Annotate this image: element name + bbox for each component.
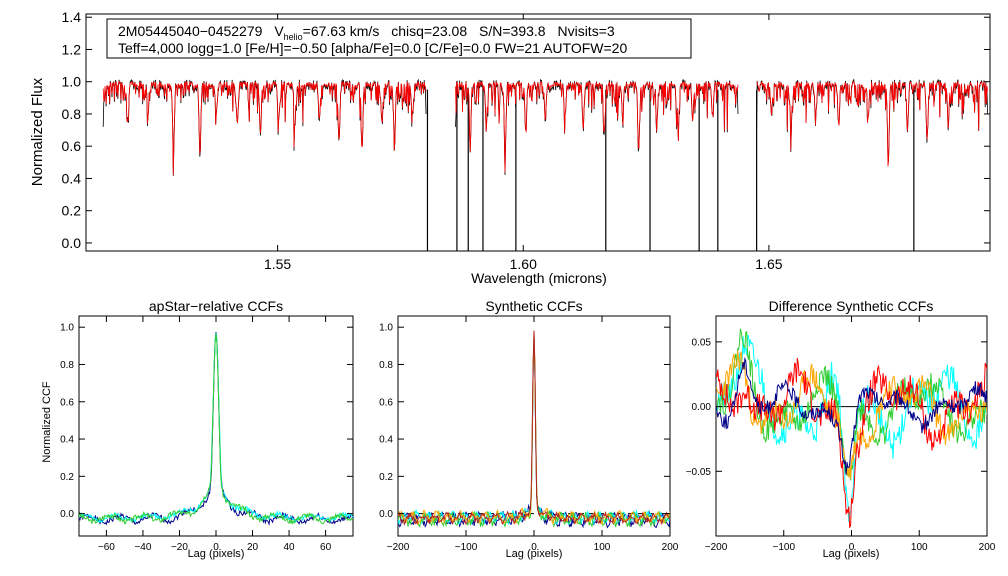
model-spectrum-line	[102, 80, 427, 175]
synthetic-ccf-xlabel: Lag (pixels)	[506, 548, 563, 560]
y-tick-label: 0.2	[62, 203, 82, 219]
x-tick-label: 0	[213, 542, 219, 553]
x-tick-label: −60	[98, 542, 115, 553]
x-tick-label: 20	[247, 542, 259, 553]
x-tick-label: 0	[531, 542, 537, 553]
y-tick-label: 0.8	[379, 360, 393, 371]
y-tick-label: 1.0	[60, 323, 74, 334]
annotation-frame	[106, 18, 692, 59]
difference-ccf-panel: Difference Synthetic CCFs −200 −100 0 100 20…	[686, 298, 996, 560]
ccf-series-line	[398, 332, 670, 526]
y-tick-label: 0.6	[62, 138, 82, 154]
y-tick-label: 0.8	[62, 106, 82, 122]
y-tick-label: 1.0	[62, 74, 82, 90]
y-tick-label: 0.2	[379, 472, 393, 483]
x-tick-label: 40	[284, 542, 296, 553]
y-tick-label: 0.00	[692, 402, 712, 413]
y-tick-label: 0.05	[692, 337, 712, 348]
ccf-series-line	[79, 332, 353, 526]
y-tick-label: 0.6	[379, 397, 393, 408]
spectrum-series	[102, 78, 988, 251]
spectrum-xlabel: Wavelength (microns)	[471, 270, 607, 286]
y-tick-label: 1.2	[62, 41, 82, 57]
vhelio-value: =67.63 km/s	[303, 23, 380, 39]
x-tick-label: 1.65	[755, 256, 782, 272]
spectrum-axes: 1.55 1.60 1.65 0.0 0.2 0.4 0.6 0.8 1.0 1.2 1.4	[62, 9, 990, 272]
apstar-ccf-series	[79, 332, 353, 526]
ccf-series-line	[716, 335, 987, 523]
spectrum-panel: 1.55 1.60 1.65 0.0 0.2 0.4 0.6 0.8 1.0 1.2 1.4 Wav…	[29, 9, 991, 286]
y-tick-label: 0.4	[379, 435, 393, 446]
x-tick-label: 0	[849, 542, 855, 553]
difference-ccf-title: Difference Synthetic CCFs	[769, 298, 934, 314]
annotation-line2: Teff=4,000 logg=1.0 [Fe/H]=−0.50 [alpha/…	[118, 40, 627, 56]
y-tick-label: 0.0	[62, 235, 82, 251]
y-tick-label: 0.6	[60, 397, 74, 408]
x-tick-label: 200	[662, 542, 679, 553]
sn-value: S/N=393.8	[479, 23, 546, 39]
y-tick-label: 0.8	[60, 360, 74, 371]
x-tick-label: −100	[772, 542, 795, 553]
synthetic-ccf-series	[398, 330, 670, 529]
ccf-series-line	[398, 336, 670, 526]
y-tick-label: 0.0	[379, 509, 393, 520]
annotation-line1: 2M05445040−0452279 Vhelio=67.63 km/s chi…	[118, 23, 615, 42]
synthetic-ccf-panel: Synthetic CCFs −200 −100 0 100 200 0.0 0.2 0.4 0…	[379, 298, 679, 560]
y-tick-label: 1.0	[379, 323, 393, 334]
nvisits-value: Nvisits=3	[557, 23, 614, 39]
ccf-series-line	[716, 356, 987, 475]
x-tick-label: 100	[911, 542, 928, 553]
ccf-series-line	[398, 330, 670, 526]
spectrum-ylabel: Normalized Flux	[29, 77, 46, 186]
difference-ccf-series	[716, 328, 987, 529]
difference-ccf-axes: −200 −100 0 100 200 −0.05 0.00 0.05	[686, 316, 996, 553]
annotation-box: 2M05445040−0452279 Vhelio=67.63 km/s chi…	[106, 18, 692, 59]
x-tick-label: 1.55	[264, 256, 291, 272]
x-tick-label: 60	[320, 542, 332, 553]
ccf-series-line	[79, 333, 353, 524]
model-spectrum-line	[455, 80, 739, 173]
x-tick-label: 1.60	[510, 256, 537, 272]
object-id: 2M05445040−0452279	[118, 23, 263, 39]
y-tick-label: 1.4	[62, 9, 82, 25]
apstar-ccf-title: apStar−relative CCFs	[149, 298, 283, 314]
vhelio-label: V	[274, 23, 284, 39]
y-tick-label: 0.2	[60, 472, 74, 483]
spectrum-frame	[85, 13, 991, 252]
x-tick-label: 100	[594, 542, 611, 553]
x-tick-label: −40	[134, 542, 151, 553]
y-tick-label: −0.05	[686, 467, 712, 478]
ccf-series-line	[716, 357, 987, 529]
apstar-ccf-xlabel: Lag (pixels)	[188, 548, 245, 560]
vhelio-sub: helio	[284, 32, 303, 42]
ccf-series-line	[398, 336, 670, 529]
y-tick-label: 0.0	[60, 509, 74, 520]
x-tick-label: −200	[705, 542, 728, 553]
model-spectrum-line	[756, 80, 988, 167]
y-tick-label: 0.4	[60, 435, 74, 446]
ccf-series-line	[716, 351, 987, 480]
ccf-series-line	[398, 335, 670, 529]
apstar-ccf-panel: apStar−relative CCFs −60 −40 −20 0 20 40 60 0.0…	[41, 298, 354, 560]
x-tick-label: −100	[455, 542, 478, 553]
apstar-ccf-ylabel: Normalized CCF	[41, 381, 53, 463]
x-tick-label: −200	[387, 542, 410, 553]
apstar-ccf-axes: −60 −40 −20 0 20 40 60 0.0 0.2 0.4 0.6 0.8 1.0	[60, 316, 353, 553]
difference-ccf-xlabel: Lag (pixels)	[823, 548, 880, 560]
ccf-series-line	[79, 333, 353, 526]
chisq-value: chisq=23.08	[391, 23, 467, 39]
x-tick-label: 200	[979, 542, 996, 553]
synthetic-ccf-axes: −200 −100 0 100 200 0.0 0.2 0.4 0.6 0.8 1.0	[379, 316, 679, 553]
apstar-ccf-frame	[78, 315, 354, 537]
synthetic-ccf-title: Synthetic CCFs	[485, 298, 582, 314]
y-tick-label: 0.4	[62, 170, 82, 186]
x-tick-label: −20	[171, 542, 188, 553]
